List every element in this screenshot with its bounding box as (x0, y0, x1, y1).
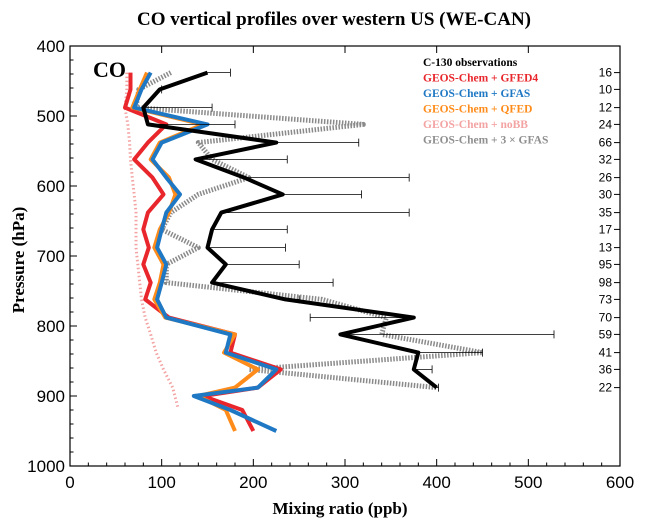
x-tick-label: 200 (239, 473, 267, 492)
y-tick-label: 1000 (27, 457, 65, 476)
sample-count-label: 70 (599, 311, 613, 325)
chart-title: CO vertical profiles over western US (WE… (137, 9, 531, 30)
sample-count-label: 17 (599, 222, 613, 236)
sample-count-label: 16 (599, 66, 613, 80)
y-tick-label: 900 (37, 387, 65, 406)
sample-count-label: 35 (599, 206, 613, 220)
x-tick-label: 0 (65, 473, 74, 492)
plot-frame (69, 45, 621, 467)
species-label: CO (93, 57, 126, 82)
sample-count-label: 10 (599, 82, 613, 96)
x-tick-label: 600 (606, 473, 634, 492)
y-axis-label: Pressure (hPa) (9, 207, 28, 314)
legend-entry: C-130 observations (423, 57, 518, 69)
legend-entry: GEOS-Chem + QFED (423, 104, 532, 116)
y-tick-label: 600 (37, 177, 65, 196)
y-tick-label: 700 (37, 247, 65, 266)
legend-entry: GEOS-Chem + 3 × GFAS (423, 135, 548, 147)
x-axis-label: Mixing ratio (ppb) (272, 499, 407, 518)
sample-count-label: 95 (599, 257, 613, 271)
sample-count-label: 30 (599, 187, 613, 201)
sample-count-label: 32 (599, 152, 613, 166)
sample-count-label: 13 (599, 241, 613, 255)
x-tick-label: 300 (331, 473, 359, 492)
series-line-geos-chem-gfas (132, 71, 279, 433)
x-tick-label: 100 (147, 473, 175, 492)
sample-count-label: 73 (599, 292, 613, 306)
legend-entry: GEOS-Chem + GFED4 (423, 73, 538, 85)
sample-count-label: 24 (599, 117, 613, 131)
sample-count-label: 12 (599, 101, 613, 115)
sample-count-label: 66 (599, 136, 613, 150)
x-tick-label: 400 (422, 473, 450, 492)
sample-count-label: 22 (599, 381, 613, 395)
sample-count-label: 36 (599, 362, 613, 376)
x-tick-label: 500 (514, 473, 542, 492)
legend-entry: GEOS-Chem + GFAS (423, 88, 530, 100)
y-tick-label: 800 (37, 317, 65, 336)
legend-entry: GEOS-Chem + noBB (423, 119, 528, 131)
y-tick-label: 400 (37, 37, 65, 56)
sample-count-label: 41 (599, 346, 613, 360)
series-line-c-130-observations (141, 70, 438, 390)
sample-count-label: 98 (599, 276, 613, 290)
y-tick-label: 500 (37, 107, 65, 126)
sample-count-label: 26 (599, 171, 613, 185)
sample-count-label: 59 (599, 327, 613, 341)
